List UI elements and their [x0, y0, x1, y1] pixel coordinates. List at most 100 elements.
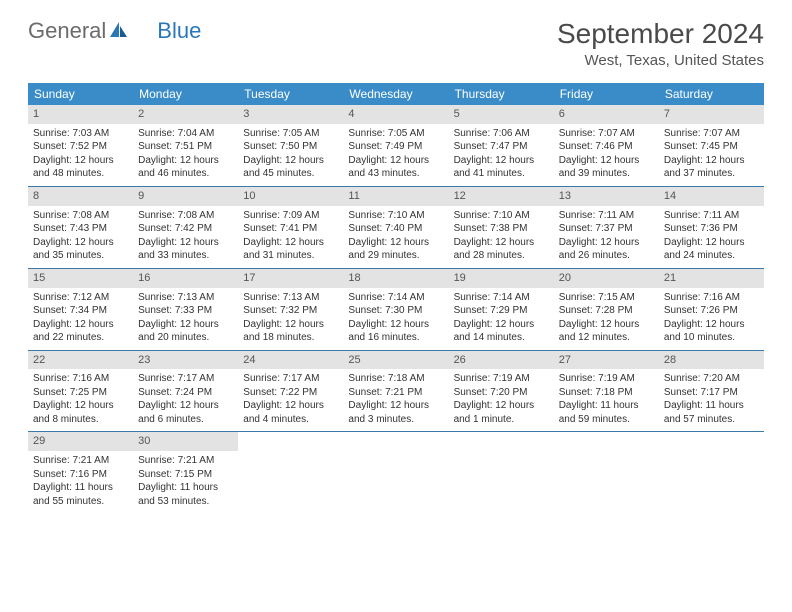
day-number: 7 [659, 105, 764, 124]
calendar-cell: 27Sunrise: 7:19 AMSunset: 7:18 PMDayligh… [554, 351, 659, 432]
calendar-cell: 12Sunrise: 7:10 AMSunset: 7:38 PMDayligh… [449, 187, 554, 268]
day-number: 1 [28, 105, 133, 124]
day-details: Sunrise: 7:11 AMSunset: 7:37 PMDaylight:… [554, 206, 659, 268]
day-details: Sunrise: 7:17 AMSunset: 7:22 PMDaylight:… [238, 369, 343, 431]
day-number: 25 [343, 351, 448, 370]
daylight-text-2: and 6 minutes. [138, 413, 233, 427]
sunset-text: Sunset: 7:43 PM [33, 222, 128, 236]
day-number: 21 [659, 269, 764, 288]
logo: General Blue [28, 18, 201, 44]
day-number: 2 [133, 105, 238, 124]
day-details: Sunrise: 7:16 AMSunset: 7:26 PMDaylight:… [659, 288, 764, 350]
day-number: 4 [343, 105, 448, 124]
daylight-text-1: Daylight: 12 hours [33, 318, 128, 332]
daylight-text-2: and 28 minutes. [454, 249, 549, 263]
daylight-text-2: and 10 minutes. [664, 331, 759, 345]
daylight-text-1: Daylight: 12 hours [454, 236, 549, 250]
calendar-cell: 7Sunrise: 7:07 AMSunset: 7:45 PMDaylight… [659, 105, 764, 186]
daylight-text-1: Daylight: 12 hours [33, 236, 128, 250]
calendar-cell: 11Sunrise: 7:10 AMSunset: 7:40 PMDayligh… [343, 187, 448, 268]
day-details: Sunrise: 7:21 AMSunset: 7:16 PMDaylight:… [28, 451, 133, 513]
sunrise-text: Sunrise: 7:08 AM [138, 209, 233, 223]
calendar-cell: 2Sunrise: 7:04 AMSunset: 7:51 PMDaylight… [133, 105, 238, 186]
logo-sail-icon [109, 18, 129, 44]
day-details: Sunrise: 7:17 AMSunset: 7:24 PMDaylight:… [133, 369, 238, 431]
daylight-text-1: Daylight: 12 hours [559, 318, 654, 332]
weekday-header: Saturday [659, 83, 764, 105]
sunrise-text: Sunrise: 7:12 AM [33, 291, 128, 305]
calendar-cell: 16Sunrise: 7:13 AMSunset: 7:33 PMDayligh… [133, 269, 238, 350]
sunrise-text: Sunrise: 7:13 AM [138, 291, 233, 305]
daylight-text-1: Daylight: 11 hours [33, 481, 128, 495]
daylight-text-2: and 57 minutes. [664, 413, 759, 427]
day-details: Sunrise: 7:14 AMSunset: 7:29 PMDaylight:… [449, 288, 554, 350]
sunrise-text: Sunrise: 7:19 AM [454, 372, 549, 386]
sunrise-text: Sunrise: 7:04 AM [138, 127, 233, 141]
sunset-text: Sunset: 7:21 PM [348, 386, 443, 400]
daylight-text-1: Daylight: 12 hours [138, 318, 233, 332]
day-number: 15 [28, 269, 133, 288]
daylight-text-2: and 48 minutes. [33, 167, 128, 181]
day-number: 3 [238, 105, 343, 124]
sunset-text: Sunset: 7:50 PM [243, 140, 338, 154]
sunrise-text: Sunrise: 7:09 AM [243, 209, 338, 223]
calendar-cell: 15Sunrise: 7:12 AMSunset: 7:34 PMDayligh… [28, 269, 133, 350]
daylight-text-2: and 43 minutes. [348, 167, 443, 181]
sunrise-text: Sunrise: 7:07 AM [559, 127, 654, 141]
calendar-cell: 8Sunrise: 7:08 AMSunset: 7:43 PMDaylight… [28, 187, 133, 268]
sunset-text: Sunset: 7:20 PM [454, 386, 549, 400]
daylight-text-2: and 41 minutes. [454, 167, 549, 181]
day-number: 23 [133, 351, 238, 370]
sunrise-text: Sunrise: 7:10 AM [454, 209, 549, 223]
daylight-text-2: and 35 minutes. [33, 249, 128, 263]
day-number: 18 [343, 269, 448, 288]
calendar-cell: 26Sunrise: 7:19 AMSunset: 7:20 PMDayligh… [449, 351, 554, 432]
day-details: Sunrise: 7:21 AMSunset: 7:15 PMDaylight:… [133, 451, 238, 513]
daylight-text-2: and 39 minutes. [559, 167, 654, 181]
daylight-text-2: and 33 minutes. [138, 249, 233, 263]
day-number: 19 [449, 269, 554, 288]
day-number: 16 [133, 269, 238, 288]
calendar-row: 8Sunrise: 7:08 AMSunset: 7:43 PMDaylight… [28, 187, 764, 269]
calendar-cell: 30Sunrise: 7:21 AMSunset: 7:15 PMDayligh… [133, 432, 238, 513]
sunrise-text: Sunrise: 7:05 AM [348, 127, 443, 141]
calendar-cell [659, 432, 764, 513]
calendar-cell [554, 432, 659, 513]
sunset-text: Sunset: 7:18 PM [559, 386, 654, 400]
daylight-text-1: Daylight: 12 hours [348, 399, 443, 413]
calendar-cell [238, 432, 343, 513]
daylight-text-2: and 8 minutes. [33, 413, 128, 427]
day-details: Sunrise: 7:07 AMSunset: 7:46 PMDaylight:… [554, 124, 659, 186]
day-number: 28 [659, 351, 764, 370]
day-details: Sunrise: 7:12 AMSunset: 7:34 PMDaylight:… [28, 288, 133, 350]
sunrise-text: Sunrise: 7:11 AM [664, 209, 759, 223]
sunrise-text: Sunrise: 7:13 AM [243, 291, 338, 305]
sunrise-text: Sunrise: 7:18 AM [348, 372, 443, 386]
sunset-text: Sunset: 7:30 PM [348, 304, 443, 318]
day-details: Sunrise: 7:13 AMSunset: 7:32 PMDaylight:… [238, 288, 343, 350]
daylight-text-1: Daylight: 12 hours [243, 154, 338, 168]
daylight-text-1: Daylight: 12 hours [138, 236, 233, 250]
calendar-cell: 28Sunrise: 7:20 AMSunset: 7:17 PMDayligh… [659, 351, 764, 432]
day-number: 10 [238, 187, 343, 206]
daylight-text-1: Daylight: 12 hours [348, 236, 443, 250]
day-details: Sunrise: 7:07 AMSunset: 7:45 PMDaylight:… [659, 124, 764, 186]
day-number: 22 [28, 351, 133, 370]
daylight-text-2: and 24 minutes. [664, 249, 759, 263]
sunrise-text: Sunrise: 7:15 AM [559, 291, 654, 305]
day-number: 13 [554, 187, 659, 206]
daylight-text-2: and 12 minutes. [559, 331, 654, 345]
sunset-text: Sunset: 7:41 PM [243, 222, 338, 236]
daylight-text-2: and 55 minutes. [33, 495, 128, 509]
daylight-text-2: and 4 minutes. [243, 413, 338, 427]
daylight-text-1: Daylight: 12 hours [348, 318, 443, 332]
calendar-row: 29Sunrise: 7:21 AMSunset: 7:16 PMDayligh… [28, 432, 764, 513]
day-number: 5 [449, 105, 554, 124]
sunset-text: Sunset: 7:24 PM [138, 386, 233, 400]
weekday-header: Friday [554, 83, 659, 105]
calendar-cell: 1Sunrise: 7:03 AMSunset: 7:52 PMDaylight… [28, 105, 133, 186]
day-number: 12 [449, 187, 554, 206]
sunset-text: Sunset: 7:32 PM [243, 304, 338, 318]
day-details: Sunrise: 7:06 AMSunset: 7:47 PMDaylight:… [449, 124, 554, 186]
daylight-text-2: and 31 minutes. [243, 249, 338, 263]
